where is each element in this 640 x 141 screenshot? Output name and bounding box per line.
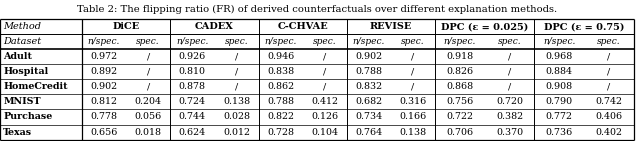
Text: Adult: Adult xyxy=(3,52,32,61)
Text: 0.682: 0.682 xyxy=(355,97,383,106)
Text: 0.892: 0.892 xyxy=(90,67,118,76)
Text: 0.018: 0.018 xyxy=(134,128,162,136)
Text: C-CHVAE: C-CHVAE xyxy=(277,22,328,31)
Text: /: / xyxy=(412,52,415,61)
Text: spec.: spec. xyxy=(313,37,337,46)
Text: 0.812: 0.812 xyxy=(90,97,118,106)
Text: /: / xyxy=(323,82,326,91)
Text: /: / xyxy=(607,67,611,76)
Text: 0.720: 0.720 xyxy=(496,97,523,106)
Text: /: / xyxy=(323,52,326,61)
Text: /: / xyxy=(235,67,238,76)
Text: 0.946: 0.946 xyxy=(267,52,294,61)
Text: n/spec.: n/spec. xyxy=(543,37,575,46)
Text: 0.724: 0.724 xyxy=(179,97,206,106)
Text: 0.772: 0.772 xyxy=(546,113,573,122)
Text: 0.972: 0.972 xyxy=(90,52,118,61)
Text: 0.028: 0.028 xyxy=(223,113,250,122)
Text: REVISE: REVISE xyxy=(370,22,412,31)
Text: 0.656: 0.656 xyxy=(90,128,118,136)
Text: /: / xyxy=(235,52,238,61)
Text: n/spec.: n/spec. xyxy=(176,37,209,46)
Text: Hospital: Hospital xyxy=(3,67,49,76)
Text: 0.884: 0.884 xyxy=(546,67,573,76)
Text: 0.832: 0.832 xyxy=(355,82,383,91)
Text: /: / xyxy=(147,52,150,61)
Text: CADEX: CADEX xyxy=(195,22,234,31)
Text: /: / xyxy=(147,67,150,76)
Text: 0.918: 0.918 xyxy=(447,52,474,61)
Text: 0.902: 0.902 xyxy=(355,52,383,61)
Text: 0.012: 0.012 xyxy=(223,128,250,136)
Text: 0.138: 0.138 xyxy=(399,128,427,136)
Text: 0.412: 0.412 xyxy=(311,97,339,106)
Text: 0.790: 0.790 xyxy=(546,97,573,106)
Text: 0.104: 0.104 xyxy=(311,128,339,136)
Text: 0.868: 0.868 xyxy=(447,82,474,91)
Text: 0.204: 0.204 xyxy=(134,97,162,106)
Text: 0.316: 0.316 xyxy=(399,97,427,106)
Text: 0.926: 0.926 xyxy=(179,52,206,61)
Text: 0.756: 0.756 xyxy=(446,97,474,106)
Text: 0.826: 0.826 xyxy=(447,67,474,76)
Text: spec.: spec. xyxy=(597,37,621,46)
Text: 0.728: 0.728 xyxy=(267,128,294,136)
Text: Dataset: Dataset xyxy=(3,37,42,46)
Text: DPC (ε = 0.75): DPC (ε = 0.75) xyxy=(544,22,624,31)
Text: /: / xyxy=(508,52,511,61)
Text: 0.902: 0.902 xyxy=(90,82,118,91)
Text: 0.734: 0.734 xyxy=(355,113,383,122)
Text: 0.908: 0.908 xyxy=(546,82,573,91)
Text: 0.138: 0.138 xyxy=(223,97,250,106)
Text: 0.778: 0.778 xyxy=(90,113,118,122)
Text: /: / xyxy=(147,82,150,91)
Text: /: / xyxy=(323,67,326,76)
Text: 0.968: 0.968 xyxy=(545,52,573,61)
Text: MNIST: MNIST xyxy=(3,97,41,106)
Text: /: / xyxy=(508,82,511,91)
Text: 0.810: 0.810 xyxy=(179,67,206,76)
Text: /: / xyxy=(508,67,511,76)
Text: 0.406: 0.406 xyxy=(595,113,622,122)
Text: 0.706: 0.706 xyxy=(447,128,474,136)
Text: /: / xyxy=(412,82,415,91)
Text: 0.742: 0.742 xyxy=(595,97,622,106)
Text: n/spec.: n/spec. xyxy=(444,37,476,46)
Text: 0.722: 0.722 xyxy=(447,113,474,122)
Text: 0.744: 0.744 xyxy=(179,113,206,122)
Text: 0.862: 0.862 xyxy=(267,82,294,91)
Text: 0.382: 0.382 xyxy=(496,113,523,122)
Text: 0.624: 0.624 xyxy=(179,128,206,136)
Text: spec.: spec. xyxy=(498,37,522,46)
Text: /: / xyxy=(412,67,415,76)
Text: Table 2: The flipping ratio (FR) of derived counterfactuals over different expla: Table 2: The flipping ratio (FR) of deri… xyxy=(77,5,557,14)
Text: 0.764: 0.764 xyxy=(355,128,383,136)
Text: 0.402: 0.402 xyxy=(595,128,622,136)
Text: /: / xyxy=(235,82,238,91)
Text: 0.788: 0.788 xyxy=(267,97,294,106)
Text: 0.370: 0.370 xyxy=(496,128,523,136)
Text: 0.788: 0.788 xyxy=(355,67,383,76)
Text: Purchase: Purchase xyxy=(3,113,52,122)
Text: spec.: spec. xyxy=(136,37,160,46)
Text: 0.878: 0.878 xyxy=(179,82,206,91)
Text: n/spec.: n/spec. xyxy=(353,37,385,46)
Text: n/spec.: n/spec. xyxy=(88,37,120,46)
Text: DPC (ε = 0.025): DPC (ε = 0.025) xyxy=(441,22,529,31)
Text: 0.838: 0.838 xyxy=(267,67,294,76)
Text: Texas: Texas xyxy=(3,128,33,136)
Text: 0.056: 0.056 xyxy=(134,113,162,122)
Text: 0.166: 0.166 xyxy=(399,113,427,122)
Text: 0.736: 0.736 xyxy=(545,128,573,136)
Text: DiCE: DiCE xyxy=(113,22,140,31)
Text: Method: Method xyxy=(3,22,41,31)
Text: 0.822: 0.822 xyxy=(267,113,294,122)
Text: 0.126: 0.126 xyxy=(311,113,339,122)
Text: /: / xyxy=(607,52,611,61)
Text: HomeCredit: HomeCredit xyxy=(3,82,68,91)
Text: spec.: spec. xyxy=(401,37,425,46)
Text: n/spec.: n/spec. xyxy=(264,37,297,46)
Text: spec.: spec. xyxy=(225,37,248,46)
Text: /: / xyxy=(607,82,611,91)
